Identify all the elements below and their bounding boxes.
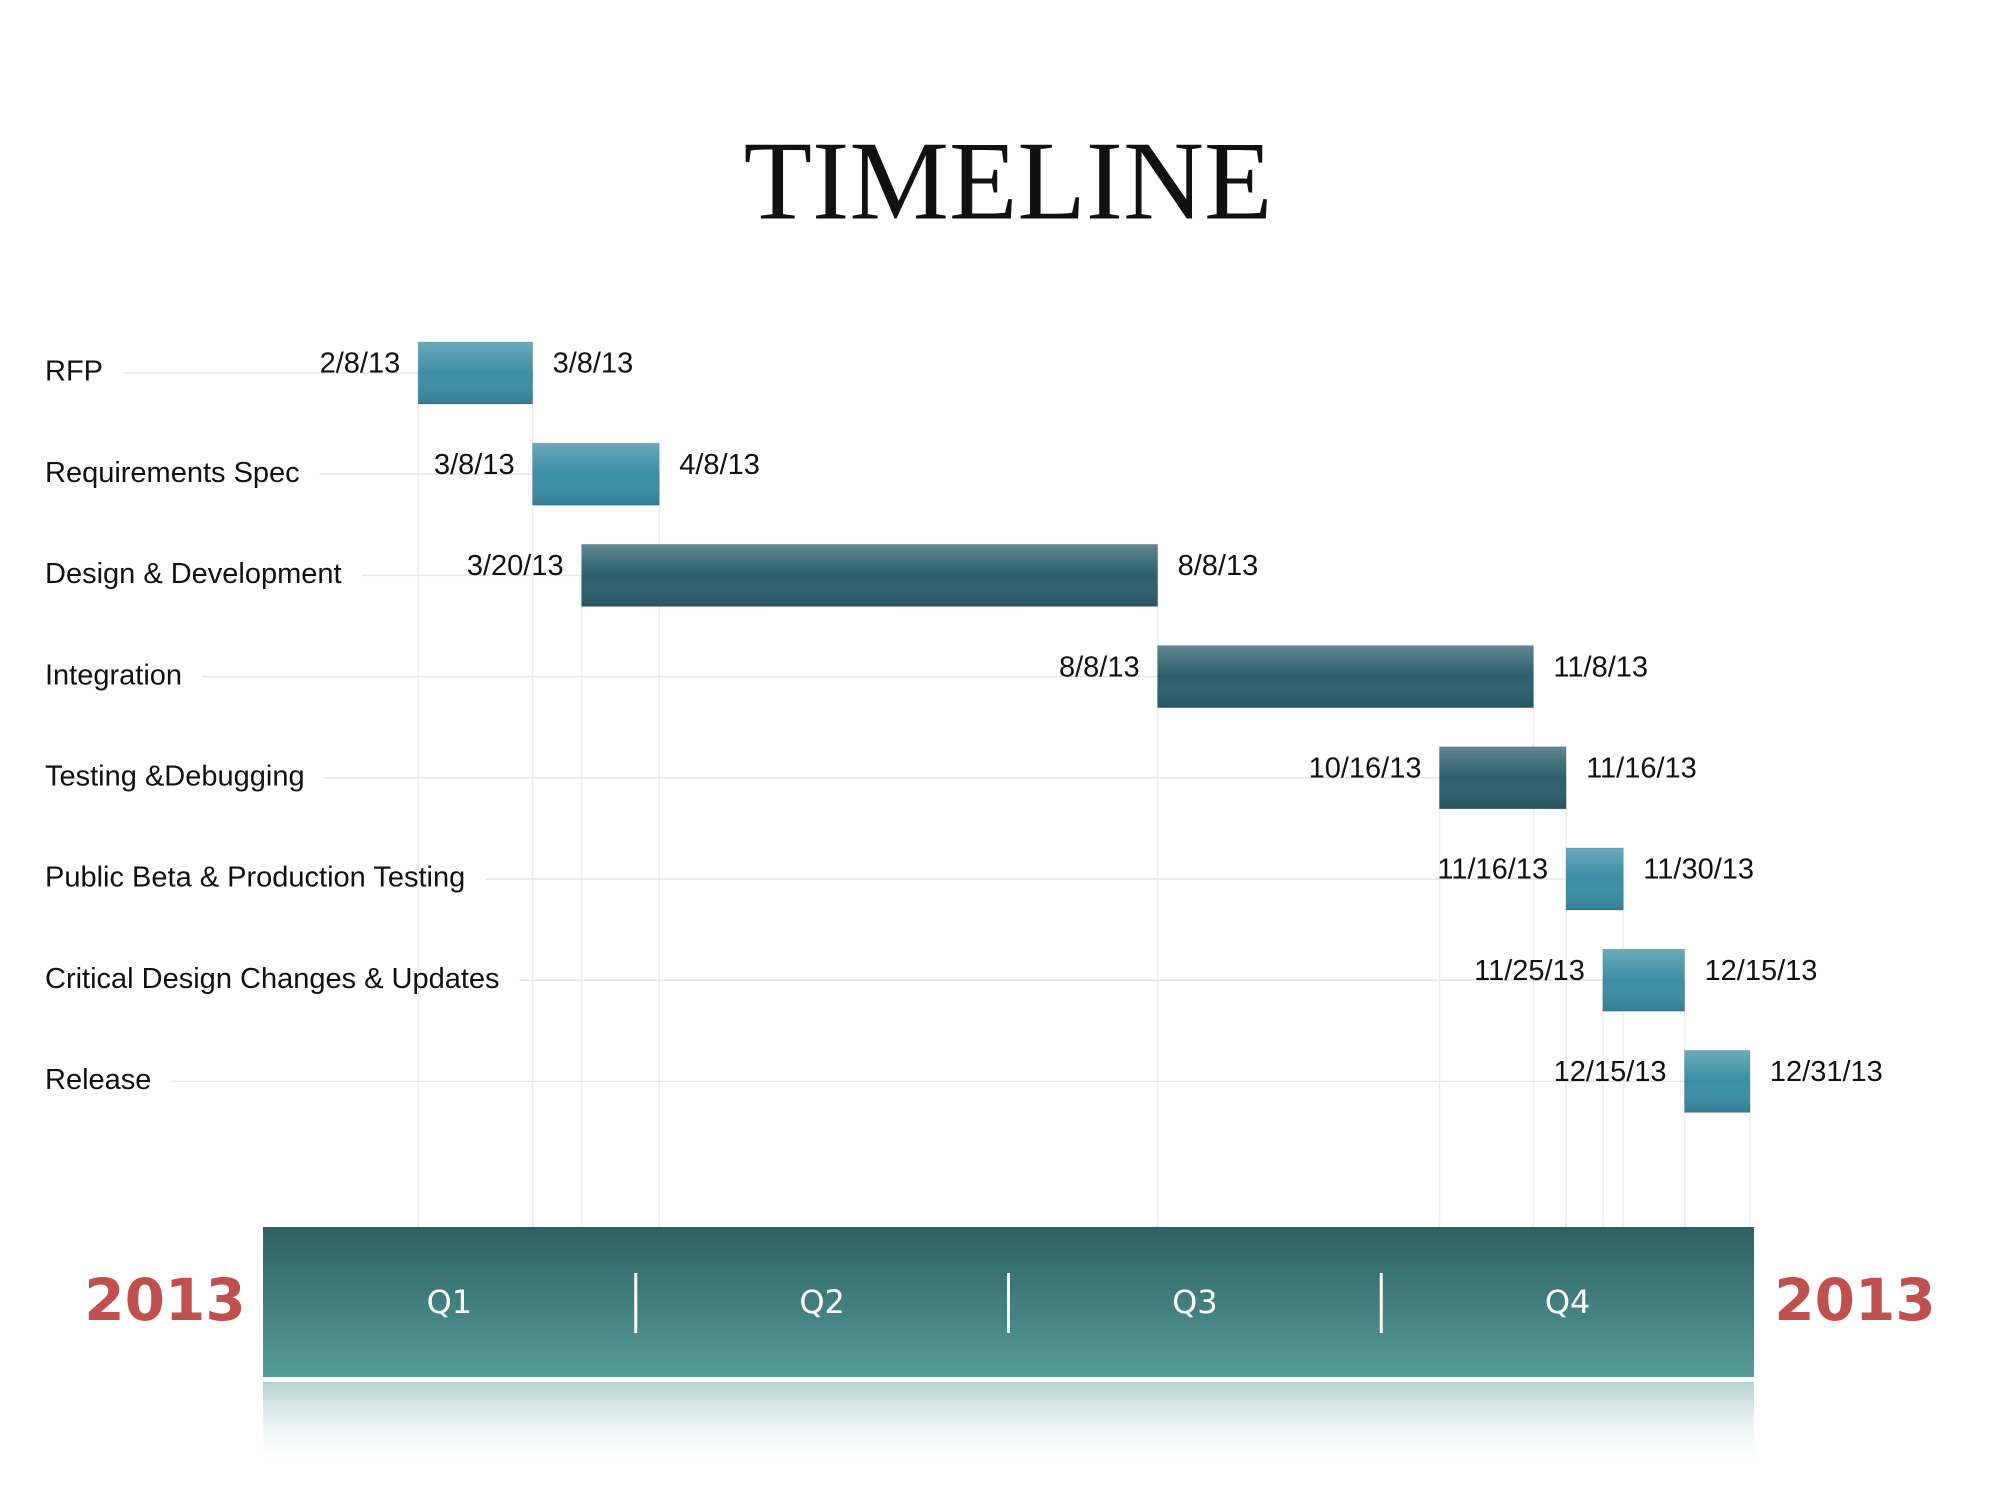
- end-date-label: 11/30/13: [1643, 854, 1754, 886]
- bar-shine: [1684, 1050, 1750, 1113]
- bar-shine: [418, 342, 533, 404]
- end-date-label: 8/8/13: [1178, 550, 1259, 582]
- end-date-label: 12/15/13: [1705, 955, 1818, 987]
- bar-shine: [581, 544, 1158, 607]
- year-label: 2013: [1774, 1266, 1935, 1334]
- task-label: Testing &Debugging: [45, 760, 305, 792]
- start-date-label: 3/20/13: [467, 550, 564, 582]
- end-date-label: 12/31/13: [1770, 1056, 1883, 1088]
- bar-shine: [1566, 848, 1624, 910]
- task-label: Critical Design Changes & Updates: [45, 963, 500, 995]
- end-date-label: 4/8/13: [679, 449, 760, 481]
- end-date-label: 3/8/13: [553, 348, 634, 380]
- bar-shine: [1602, 949, 1685, 1012]
- bar-shine: [532, 443, 660, 506]
- bar-shine: [1439, 746, 1567, 809]
- task-label: Public Beta & Production Testing: [45, 862, 465, 894]
- task-label: Design & Development: [45, 558, 342, 590]
- start-date-label: 2/8/13: [320, 348, 401, 380]
- start-date-label: 8/8/13: [1059, 651, 1140, 683]
- start-date-label: 11/25/13: [1474, 955, 1585, 987]
- start-date-label: 10/16/13: [1309, 752, 1422, 784]
- quarter-label: Q3: [1172, 1283, 1218, 1321]
- start-date-label: 3/8/13: [434, 449, 515, 481]
- quarter-label: Q1: [427, 1283, 473, 1321]
- task-label: RFP: [45, 356, 103, 388]
- task-label: Requirements Spec: [45, 457, 300, 489]
- task-label: Integration: [45, 659, 182, 691]
- year-label: 2013: [84, 1266, 245, 1334]
- task-label: Release: [45, 1064, 151, 1096]
- quarter-label: Q4: [1545, 1283, 1591, 1321]
- bar-shine: [1157, 645, 1534, 708]
- start-date-label: 11/16/13: [1437, 854, 1548, 886]
- chart-title: TIMELINE: [744, 120, 1273, 244]
- timeline-reflection: [263, 1382, 1754, 1472]
- end-date-label: 11/8/13: [1553, 651, 1648, 683]
- start-date-label: 12/15/13: [1554, 1056, 1667, 1088]
- quarter-label: Q2: [799, 1283, 845, 1321]
- end-date-label: 11/16/13: [1586, 752, 1697, 784]
